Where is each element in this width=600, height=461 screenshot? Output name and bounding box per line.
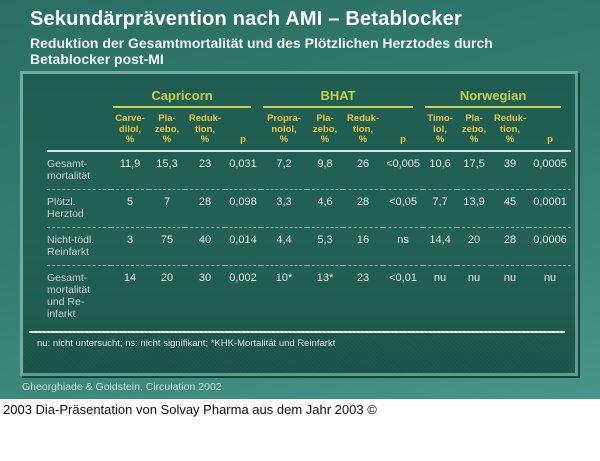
- cell: <0,01: [383, 264, 424, 330]
- trials-table: Capricorn BHAT Norwegian Carve- dilol, %…: [47, 80, 572, 330]
- cell: 20: [149, 264, 185, 330]
- cell: 40: [185, 226, 225, 265]
- cell: 7,2: [276, 157, 292, 170]
- cell: 10,6: [429, 157, 451, 170]
- cell: 45: [491, 188, 530, 227]
- cell: nu: [457, 264, 492, 330]
- col-header: Reduk- tion, %: [185, 108, 225, 152]
- row-label: Gesamt- mortalität und Re- infarkt: [47, 264, 111, 330]
- col-header: Carve- dilol, %: [111, 108, 149, 152]
- cell: 9,8: [317, 157, 333, 170]
- table-row-ploetzl-herztod: Plötzl. Herztod 5 7 28 0,098 3,3 4,6 28 …: [47, 188, 572, 227]
- cell: 0,0006: [529, 226, 572, 265]
- subtitle-line-1: Reduktion der Gesamtmortalität und des P…: [30, 35, 493, 51]
- table-row-gesamtmortalitaet-und-reinfarkt: Gesamt- mortalität und Re- infarkt 14 20…: [47, 264, 572, 330]
- cell: 14,4: [423, 226, 458, 265]
- cell: nu: [423, 264, 458, 330]
- cell: ns: [383, 226, 424, 265]
- cell: 28: [343, 188, 384, 227]
- row-label: Nicht-tödl. Reinfarkt: [47, 226, 111, 265]
- slide-subtitle: Reduktion der Gesamtmortalität und des P…: [30, 35, 590, 67]
- col-header: Pla- zebo, %: [457, 108, 492, 152]
- col-header: Pla- zebo, %: [149, 108, 185, 152]
- cell: 14: [111, 264, 149, 330]
- cell: nu: [529, 264, 572, 330]
- table-row-gesamtmortalitaet: Gesamt- mortalität 11,9 15,3 23 0,031 7,…: [47, 151, 571, 190]
- group-header-bhat: BHAT: [261, 80, 423, 108]
- group-header-row: Capricorn BHAT Norwegian: [47, 80, 571, 108]
- cell: 23: [198, 157, 212, 170]
- cell: 5,3: [307, 226, 344, 265]
- cell: 13,9: [457, 188, 492, 227]
- cell: 15,3: [156, 157, 178, 170]
- cell: nu: [491, 264, 530, 330]
- cell: 5: [111, 188, 149, 227]
- cell: 0,031: [229, 157, 257, 170]
- col-header: p: [225, 108, 262, 152]
- cell: 11,9: [119, 157, 141, 170]
- cell: 3: [111, 226, 149, 265]
- bottom-caption: 2003 Dia-Präsentation von Solvay Pharma …: [3, 402, 377, 417]
- column-header-row: Carve- dilol, % Pla- zebo, % Reduk- tion…: [47, 108, 572, 152]
- table-row-nicht-toedl-reinfarkt: Nicht-tödl. Reinfarkt 3 75 40 0,014 4,4 …: [47, 226, 572, 265]
- cell: 0,002: [225, 264, 262, 330]
- corner-cell: [47, 80, 111, 108]
- cell: <0,005: [386, 157, 421, 170]
- presentation-slide: Sekundärprävention nach AMI – Betablocke…: [0, 0, 600, 399]
- cell: 28: [491, 226, 530, 265]
- cell: 0,0005: [533, 157, 567, 170]
- col-header: Propra- nolol, %: [261, 108, 308, 152]
- col-header: Reduk- tion, %: [343, 108, 384, 152]
- row-label: Gesamt- mortalität: [47, 157, 91, 182]
- col-header: Reduk- tion, %: [491, 108, 530, 152]
- group-header-capricorn: Capricorn: [111, 80, 261, 108]
- cell: 28: [185, 188, 225, 227]
- cell: 0,098: [225, 188, 262, 227]
- col-header: Pla- zebo, %: [307, 108, 344, 152]
- cell: 26: [356, 157, 370, 170]
- cell: 39: [503, 157, 517, 170]
- footnote-divider: [29, 330, 565, 333]
- row-label: Plötzl. Herztod: [47, 188, 111, 227]
- cell: 7: [149, 188, 185, 227]
- cell: <0,05: [383, 188, 424, 227]
- col-header: p: [529, 108, 572, 152]
- cell: 17,5: [463, 157, 485, 170]
- citation: Gheorghiade & Goldstein, Circulation 200…: [22, 381, 222, 393]
- group-header-norwegian: Norwegian: [423, 80, 571, 108]
- cell: 4,4: [261, 226, 308, 265]
- cell: 7,7: [423, 188, 458, 227]
- data-panel: Capricorn BHAT Norwegian Carve- dilol, %…: [20, 71, 578, 376]
- cell: 3,3: [261, 188, 308, 227]
- slide-title: Sekundärprävention nach AMI – Betablocke…: [30, 8, 463, 30]
- label-column-header: [47, 108, 111, 152]
- col-header: Timo- lol, %: [423, 108, 458, 152]
- cell: 75: [149, 226, 185, 265]
- cell: 23: [343, 264, 384, 330]
- cell: 10*: [261, 264, 308, 330]
- cell: 30: [185, 264, 225, 330]
- table-footnote: nu: nicht untersucht; ns: nicht signifik…: [37, 337, 336, 349]
- cell: 4,6: [307, 188, 344, 227]
- subtitle-line-2: Betablocker post-MI: [30, 50, 164, 67]
- cell: 0,014: [225, 226, 262, 265]
- cell: 20: [457, 226, 492, 265]
- cell: 13*: [307, 264, 344, 330]
- cell: 0,0001: [529, 188, 572, 227]
- cell: 16: [343, 226, 384, 265]
- col-header: p: [383, 108, 424, 152]
